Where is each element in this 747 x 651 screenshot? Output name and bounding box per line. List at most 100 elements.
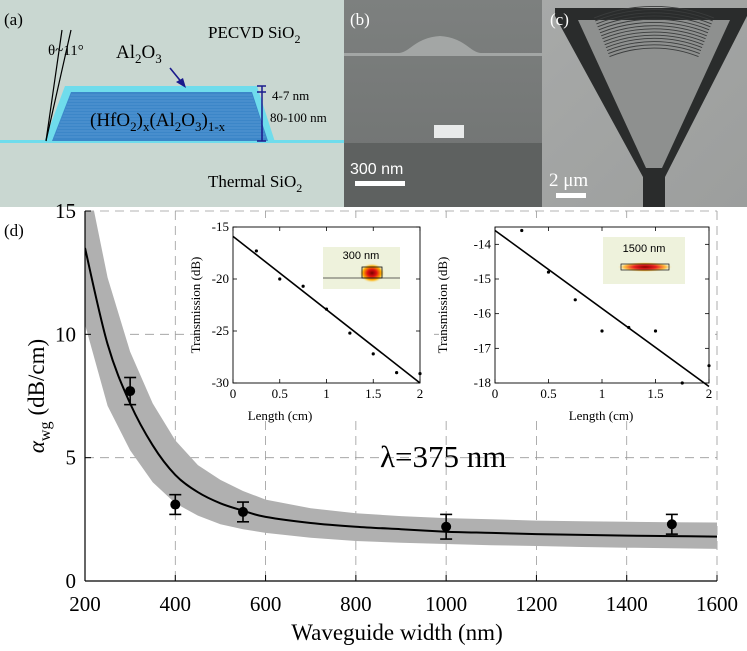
inset-y-tick-label: -16 [474, 306, 492, 321]
inset-300-mode-profile [359, 263, 385, 283]
inset-x-tick-label: 0 [230, 386, 237, 401]
inset-1500-mode-label: 1500 nm [623, 243, 666, 255]
panel-d-letter: (d) [4, 221, 24, 240]
scale-bar-label-b: 300 nm [350, 161, 403, 178]
inset-data-point [627, 325, 631, 330]
inset-1500-mode-core-outline [620, 263, 670, 271]
panel-a-letter: (a) [4, 10, 23, 29]
y-tick-label: 5 [66, 446, 77, 470]
inset-data-point [324, 307, 329, 311]
inset-300-mode-core-outline [361, 266, 383, 279]
sem-substrate-region [344, 143, 542, 207]
inset-x-tick-label: 0.5 [272, 386, 288, 401]
x-axis-title: Waveguide width (nm) [291, 620, 502, 645]
inset-300nm: 0 0.5 1 1.5 2 -30 -25 -20 -15 300 nm Length (cm)… [188, 218, 434, 423]
x-tick-label: 1200 [515, 592, 557, 616]
inset-x-tick-label: 1.5 [647, 386, 663, 401]
data-point-2 [237, 501, 249, 523]
core-label: (HfO2)x(Al2O3)1-x [90, 110, 226, 134]
inset-x-tick-label: 1.5 [365, 386, 381, 401]
inset-x-tick-label: 0.5 [540, 386, 556, 401]
x-tick-label: 1400 [606, 592, 648, 616]
data-point-1 [169, 493, 182, 516]
wavelength-annotation: λ=375 nm [380, 439, 506, 474]
sem-scale-bar-c [556, 193, 586, 198]
angle-line-vertical [45, 29, 63, 142]
inset-1500-mode-image [603, 237, 685, 284]
inset-data-point [395, 371, 399, 375]
y-tick-label: 15 [55, 199, 76, 223]
inset-data-point [707, 364, 711, 368]
inset-data-point [418, 372, 422, 376]
dimension-markers [257, 85, 266, 142]
inset-1500-x-title: Length (cm) [569, 408, 634, 423]
inset-fit-line [494, 229, 710, 388]
panel-b-letter: (b) [350, 10, 370, 29]
inset-1500-mode-profile [617, 262, 673, 272]
inset-y-tick-label: -15 [474, 271, 491, 286]
inset-x-tick-label: 1 [323, 386, 330, 401]
inset-y-tick-label: -14 [474, 236, 492, 251]
inset-y-tick-label: -18 [474, 375, 491, 390]
y-axis-title: αwg(dB/cm) [24, 339, 54, 453]
inset-data-point [254, 249, 258, 253]
inset-data-point [653, 329, 658, 333]
fit-curve [85, 247, 717, 538]
inset-data-point [278, 277, 282, 281]
data-point-3 [440, 513, 453, 540]
x-tick-label: 800 [340, 592, 372, 616]
top-material-label: PECVD SiO2 [208, 23, 300, 46]
thin-dimension-label: 4-7 nm [272, 88, 309, 103]
inset-300-mode-label: 300 nm [343, 250, 380, 262]
x-tick-label: 400 [160, 592, 192, 616]
y-tick-label: 10 [55, 322, 76, 346]
inset-data-point [680, 381, 684, 385]
inset-1500-y-title: Transmission (dB) [435, 257, 450, 354]
panel-c-letter: (c) [550, 10, 569, 29]
data-point-0 [124, 376, 137, 406]
inset-data-point [573, 298, 577, 302]
inset-y-tick-label: -15 [212, 219, 229, 234]
y-tick-label: 0 [66, 569, 77, 593]
x-tick-label: 200 [69, 592, 101, 616]
inset-data-point [600, 329, 604, 333]
inset-y-tick-label: -25 [212, 323, 229, 338]
inset-data-point [348, 331, 352, 335]
angle-label: θ~11° [48, 43, 84, 59]
inset-300-x-title: Length (cm) [248, 408, 313, 423]
core-layer-stripes [54, 94, 266, 138]
inset-x-tick-label: 2 [706, 386, 713, 401]
inset-300-y-title: Transmission (dB) [188, 257, 203, 354]
cladding-label: Al2O3 [116, 42, 162, 66]
inset-data-point [546, 270, 551, 274]
sem-scale-bar [355, 181, 405, 186]
inset-x-tick-label: 0 [492, 386, 499, 401]
inset-data-point [520, 228, 524, 233]
x-tick-label: 600 [250, 592, 282, 616]
main-axes [84, 211, 717, 582]
scale-bar-label-c: 2 μm [549, 170, 588, 191]
panel-a: (a) PECVD SiO2 θ~11° Al2O3 (HfO2)x(Al2O3… [0, 0, 344, 207]
inset-data-point [371, 352, 375, 356]
angle-line-sidewall [45, 29, 72, 142]
sem-grating-area [578, 20, 730, 168]
bottom-material-label: Thermal SiO2 [208, 172, 302, 195]
data-point-4 [665, 513, 678, 535]
sem-waveguide-core [434, 125, 464, 138]
inset-data-point [301, 284, 305, 288]
sem-top-surface [344, 36, 542, 56]
x-tick-label: 1600 [696, 592, 738, 616]
inset-y-tick-label: -20 [212, 271, 229, 286]
sem-grating-arcs [593, 5, 715, 58]
cladding-arrowhead [176, 78, 186, 88]
x-tick-label: 1000 [425, 592, 467, 616]
panel-b: (b) 300 nm [344, 0, 542, 207]
data-points [124, 376, 678, 540]
thick-dimension-label: 80-100 nm [270, 110, 327, 125]
inset-x-tick-label: 2 [417, 386, 424, 401]
inset-x-tick-label: 1 [599, 386, 606, 401]
inset-y-tick-label: -17 [474, 340, 492, 355]
